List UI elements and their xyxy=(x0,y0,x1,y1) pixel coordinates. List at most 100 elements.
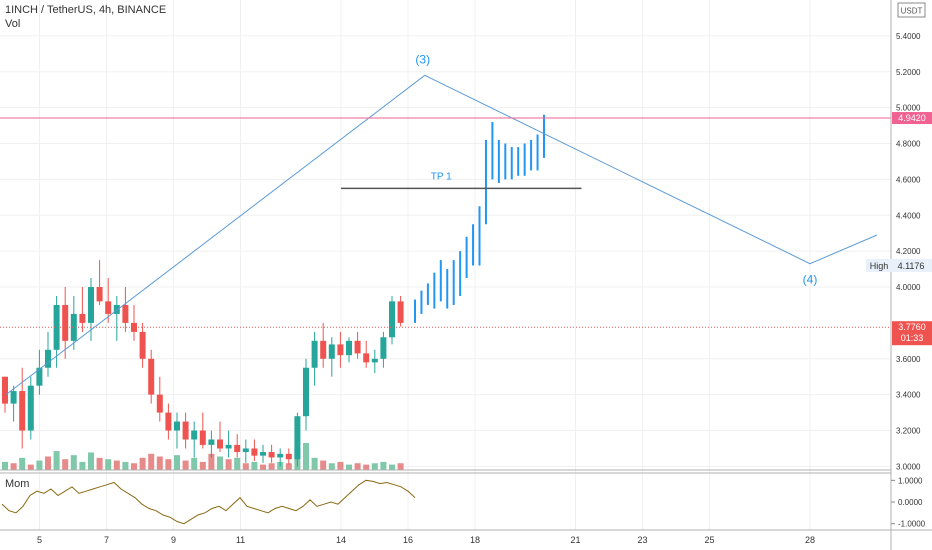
candle-body[interactable] xyxy=(122,304,129,323)
candle-body[interactable] xyxy=(337,344,344,356)
candle-body[interactable] xyxy=(260,452,266,456)
volume-bar xyxy=(19,457,26,470)
price-tick-label: 3.2000 xyxy=(896,427,921,436)
volume-bar xyxy=(131,463,137,470)
candle-body[interactable] xyxy=(53,304,60,350)
candle-body[interactable] xyxy=(45,349,51,368)
candle-body[interactable] xyxy=(389,301,395,338)
candle-body[interactable] xyxy=(268,452,275,458)
candles xyxy=(2,260,404,467)
projection-bars xyxy=(414,114,545,323)
volume-bar xyxy=(320,460,327,470)
price-ticks: 5.4000 5.2000 5.0000 4.8000 4.6000 4.4000 4.20… xyxy=(896,32,921,472)
candle-body[interactable] xyxy=(148,358,155,395)
candle-body[interactable] xyxy=(294,416,301,460)
candle-body[interactable] xyxy=(139,331,146,359)
candle-body[interactable] xyxy=(2,376,8,404)
volume-bar xyxy=(96,457,103,470)
candle-body[interactable] xyxy=(70,313,77,341)
momentum-line xyxy=(1,479,416,525)
candle-body[interactable] xyxy=(217,439,223,449)
high-label: High xyxy=(870,261,889,271)
wave3-label: (3) xyxy=(415,52,430,66)
current-price-label: 4.9420 xyxy=(898,113,926,123)
date-tick-label: 11 xyxy=(236,535,245,545)
candle-body[interactable] xyxy=(320,340,327,359)
candle-body[interactable] xyxy=(199,430,206,445)
volume-label: Vol xyxy=(5,18,21,30)
volume-bar xyxy=(311,457,318,470)
mom-tick-label: -1.0000 xyxy=(898,520,926,529)
price-tick-label: 5.2000 xyxy=(896,68,921,77)
candle-body[interactable] xyxy=(311,340,318,368)
volume-bar xyxy=(182,460,189,470)
candle-body[interactable] xyxy=(113,304,120,314)
price-tick-label: 3.4000 xyxy=(896,391,921,400)
candle-body[interactable] xyxy=(19,391,26,431)
volume-bar xyxy=(88,452,94,470)
candle-body[interactable] xyxy=(182,421,189,440)
volume-bar xyxy=(156,456,163,470)
volume-bar xyxy=(363,464,370,470)
wave-line[interactable] xyxy=(5,74,878,396)
date-tick-label: 16 xyxy=(403,535,413,545)
volume-bar xyxy=(45,456,51,470)
candle-body[interactable] xyxy=(96,287,103,302)
candle-body[interactable] xyxy=(79,313,86,323)
candle-body[interactable] xyxy=(380,337,387,359)
current-price-badge xyxy=(892,112,932,125)
high-value: 4.1176 xyxy=(898,261,925,271)
candle-body[interactable] xyxy=(242,448,249,453)
candle-body[interactable] xyxy=(27,385,34,431)
candle-body[interactable] xyxy=(131,322,137,332)
candle-body[interactable] xyxy=(371,358,378,363)
tp1-label: TP 1 xyxy=(431,171,452,182)
date-tick-label: 14 xyxy=(336,535,346,545)
date-tick-label: 23 xyxy=(637,535,647,545)
candle-body[interactable] xyxy=(303,367,309,417)
date-tick-label: 9 xyxy=(171,535,176,545)
candle-body[interactable] xyxy=(328,344,335,359)
momentum-ticks: 1.0000 0.0000 -1.0000 xyxy=(891,476,926,529)
volume-bar xyxy=(337,461,344,470)
candle-body[interactable] xyxy=(191,430,198,440)
candle-body[interactable] xyxy=(285,453,292,460)
price-tick-label: 4.2000 xyxy=(896,247,921,256)
volume-bar xyxy=(242,463,249,470)
candle-body[interactable] xyxy=(208,439,215,445)
grid xyxy=(0,0,891,530)
symbol-title: 1INCH / TetherUS, 4h, BINANCE xyxy=(5,4,167,16)
volume-bar xyxy=(260,464,266,470)
volume-bar xyxy=(199,461,206,470)
mom-tick-label: 0.0000 xyxy=(898,498,923,507)
candle-body[interactable] xyxy=(277,453,284,458)
candle-body[interactable] xyxy=(363,353,370,363)
candle-body[interactable] xyxy=(10,391,17,404)
volume-bar xyxy=(208,453,215,470)
candle-body[interactable] xyxy=(225,444,232,449)
volume-bar xyxy=(225,459,232,470)
candle-body[interactable] xyxy=(165,412,172,431)
volume-bar xyxy=(217,456,223,470)
candle-body[interactable] xyxy=(251,448,258,456)
volume-bar xyxy=(303,443,309,470)
candle-body[interactable] xyxy=(105,301,112,314)
candle-body[interactable] xyxy=(62,304,69,341)
candle-body[interactable] xyxy=(88,287,94,323)
candle-body[interactable] xyxy=(354,340,361,354)
volume-bar xyxy=(113,460,120,470)
candle-body[interactable] xyxy=(346,340,352,356)
last-price-badge xyxy=(892,321,932,346)
currency-badge[interactable] xyxy=(897,2,926,18)
volume-bar xyxy=(2,461,8,470)
candle-body[interactable] xyxy=(174,421,180,431)
overlays: TP 1 (3) (4) xyxy=(0,52,891,396)
candle-body[interactable] xyxy=(36,367,43,386)
candle-body[interactable] xyxy=(397,301,404,323)
candle-body[interactable] xyxy=(156,394,163,413)
wave4-label: (4) xyxy=(803,273,818,287)
candle-body[interactable] xyxy=(234,444,241,453)
